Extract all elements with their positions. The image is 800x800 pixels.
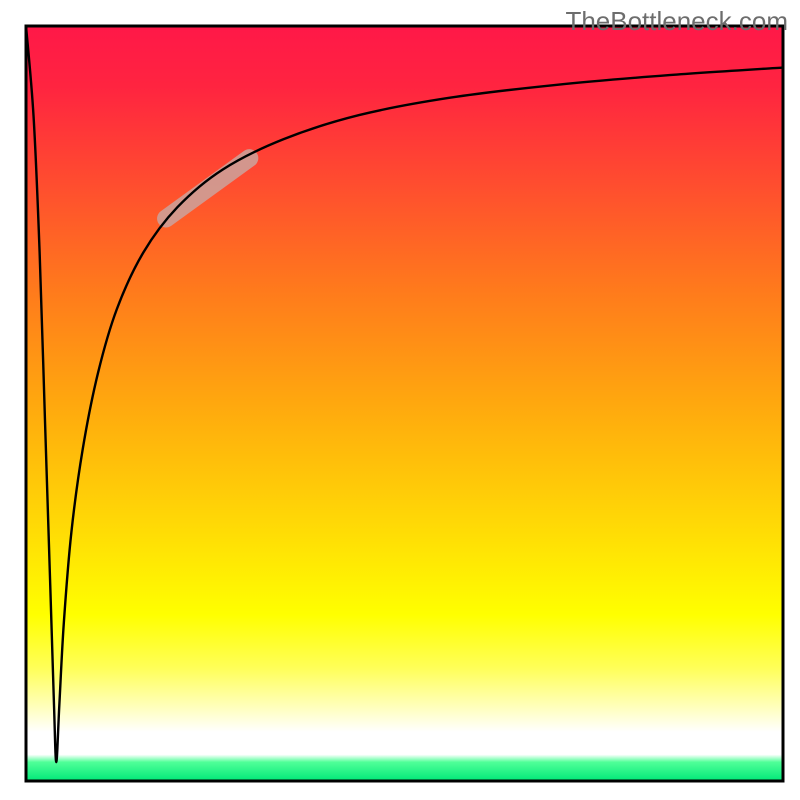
chart-svg xyxy=(0,0,800,800)
chart-container: TheBottleneck.com xyxy=(0,0,800,800)
gradient-background xyxy=(26,26,783,781)
watermark-text: TheBottleneck.com xyxy=(565,6,788,37)
